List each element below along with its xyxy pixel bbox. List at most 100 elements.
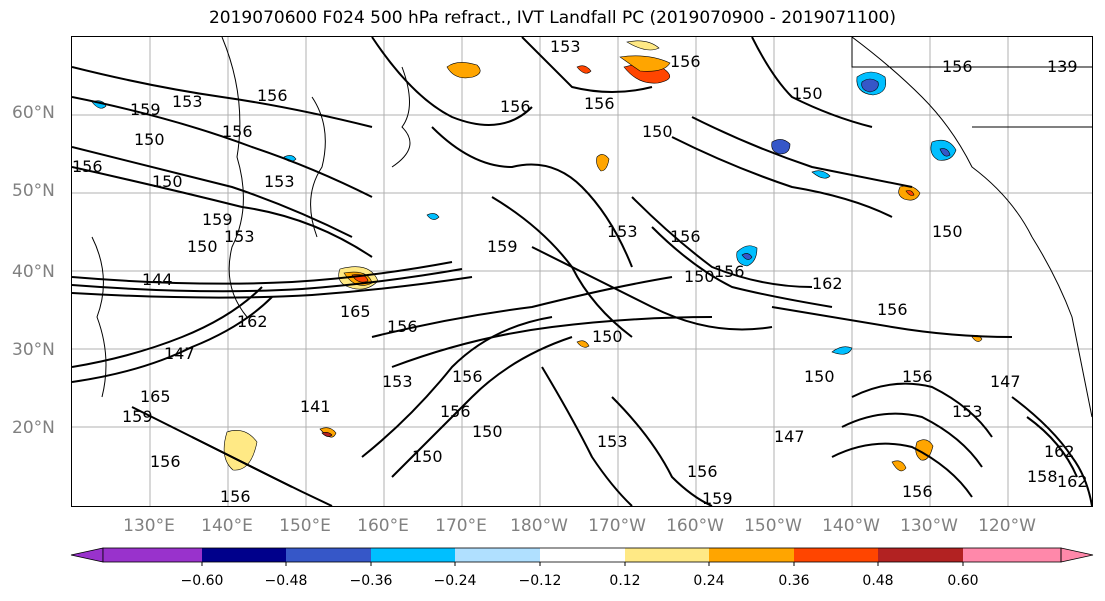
lat-label-60n: 60°N	[12, 103, 55, 123]
colorbar-segment	[455, 548, 540, 562]
contour-label: 156	[220, 487, 251, 506]
colorbar-segment	[540, 548, 625, 562]
contour-label: 156	[452, 367, 483, 386]
fill-patch	[771, 139, 791, 155]
map-panel[interactable]: 153 156 159 153 156 150 150 153 156 159 …	[71, 36, 1093, 507]
contour-label: 153	[607, 222, 638, 241]
contour-label: 159	[130, 100, 161, 119]
contour-label: 156	[942, 57, 973, 76]
contour-label: 150	[412, 447, 443, 466]
contour-label: 144	[142, 270, 173, 289]
lon-label-140e: 140°E	[201, 516, 253, 536]
contour-label: 153	[550, 37, 581, 56]
fill-patch	[861, 78, 879, 93]
contour-label: 147	[774, 427, 805, 446]
contour-label: 165	[140, 387, 171, 406]
lon-label-180w: 180°W	[510, 516, 568, 536]
colorbar-arrow-right	[1060, 547, 1094, 563]
lon-label-130e: 130°E	[123, 516, 175, 536]
contour-label: 156	[670, 52, 701, 71]
contour-label: 162	[1057, 472, 1088, 491]
lat-label-20n: 20°N	[12, 418, 55, 438]
lon-label-160w: 160°W	[666, 516, 724, 536]
fill-patch	[619, 55, 671, 72]
contour-label: 156	[714, 262, 745, 281]
fill-patch	[811, 170, 831, 179]
lat-label-30n: 30°N	[12, 340, 55, 360]
contour-label: 156	[877, 300, 908, 319]
contour-label: 153	[264, 172, 295, 191]
lon-label-130w: 130°W	[900, 516, 958, 536]
fill-patch	[576, 340, 590, 348]
contour-label: 150	[932, 222, 963, 241]
contour-label: 159	[487, 237, 518, 256]
colorbar-segment	[878, 548, 963, 562]
fill-patch	[596, 154, 610, 172]
colorbar-tick-label: −0.48	[264, 573, 308, 589]
contour-label: 156	[257, 86, 288, 105]
contour-label: 162	[1044, 442, 1075, 461]
map-title: 2019070600 F024 500 hPa refract., IVT La…	[208, 8, 896, 28]
contour-label: 150	[152, 172, 183, 191]
contour-label: 150	[472, 422, 503, 441]
lon-label-170w: 170°W	[588, 516, 646, 536]
fill-patch	[626, 40, 660, 51]
colorbar-arrow-left	[70, 547, 104, 563]
lon-label-170e: 170°E	[435, 516, 487, 536]
contour-label-layer: 153 156 159 153 156 150 150 153 156 159 …	[72, 37, 1088, 506]
fill-patch	[905, 190, 915, 196]
contour-label: 156	[902, 482, 933, 501]
contour-label: 156	[500, 97, 531, 116]
colorbar-segment	[103, 548, 202, 562]
contour-label: 150	[187, 237, 218, 256]
contour-label: 150	[592, 327, 623, 346]
contour-label: 150	[642, 122, 673, 141]
contour-label: 153	[382, 372, 413, 391]
colorbar-segment	[286, 548, 371, 562]
contour-label: 159	[202, 210, 233, 229]
contour-label: 150	[134, 130, 165, 149]
contour-label: 139	[1047, 57, 1078, 76]
contour-label: 156	[584, 94, 615, 113]
contour-label: 156	[687, 462, 718, 481]
refractivity-contours	[72, 37, 1092, 506]
colorbar-segments	[70, 547, 1094, 563]
colorbar-tick-label: −0.36	[349, 573, 393, 589]
contour-label: 153	[597, 432, 628, 451]
contour-label: 150	[804, 367, 835, 386]
colorbar-tick-marks	[201, 562, 964, 566]
contour-label: 159	[702, 489, 733, 506]
fill-patch	[741, 253, 753, 260]
contour-label: 141	[300, 397, 331, 416]
fill-patch	[915, 439, 934, 461]
fill-patch	[831, 346, 853, 355]
lon-label-120w: 120°W	[978, 516, 1036, 536]
colorbar-segment	[794, 548, 878, 562]
contour-label: 150	[792, 84, 823, 103]
fill-patch	[446, 62, 481, 79]
contour-label: 156	[670, 227, 701, 246]
contour-label: 150	[684, 267, 715, 286]
colorbar-segment	[202, 548, 286, 562]
contour-label: 165	[340, 302, 371, 321]
contour-label: 156	[72, 157, 103, 176]
colorbar-tick-label: −0.60	[180, 573, 224, 589]
colorbar-outline	[102, 547, 1062, 563]
contour-label: 162	[237, 312, 268, 331]
colorbar-tick-label: 0.24	[693, 573, 725, 589]
contour-label: 153	[224, 227, 255, 246]
fill-patch	[426, 213, 440, 220]
colorbar-tick-label: −0.12	[518, 573, 562, 589]
colorbar-tick-label: 0.60	[947, 573, 979, 589]
fill-patch	[223, 430, 258, 471]
lon-label-140w: 140°W	[822, 516, 880, 536]
contour-label: 156	[902, 367, 933, 386]
colorbar-tick-label: 0.48	[862, 573, 894, 589]
contour-label: 156	[222, 122, 253, 141]
lon-label-150w: 150°W	[744, 516, 802, 536]
contour-label: 153	[172, 92, 203, 111]
contour-label: 158	[1027, 467, 1058, 486]
colorbar-segment	[625, 548, 709, 562]
contour-label: 156	[387, 317, 418, 336]
colorbar	[70, 547, 1094, 566]
